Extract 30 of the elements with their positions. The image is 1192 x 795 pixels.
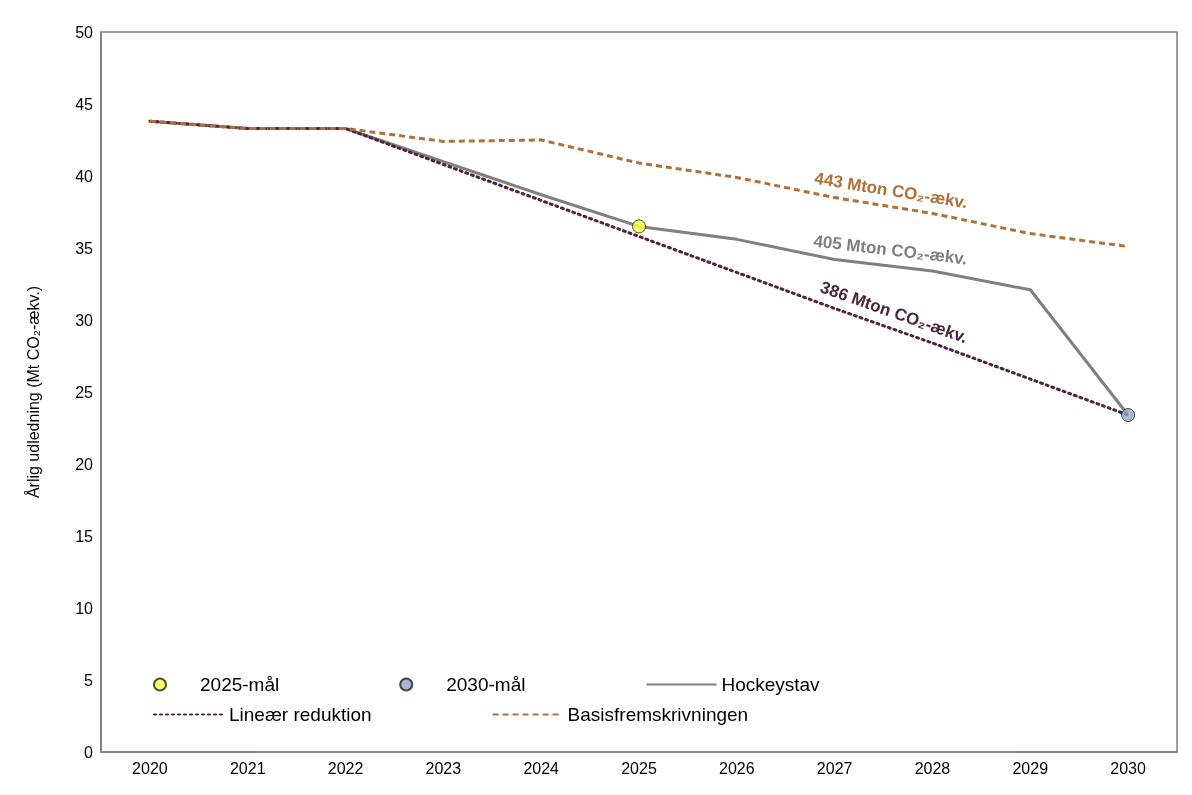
x-tick-label: 2026 bbox=[719, 759, 755, 777]
y-tick-label: 25 bbox=[75, 383, 94, 401]
y-tick-label: 20 bbox=[75, 455, 94, 473]
y-axis-title: Årlig udledning (Mt CO₂-ækv.) bbox=[23, 285, 42, 499]
x-tick-label: 2028 bbox=[914, 759, 951, 777]
y-tick-label: 15 bbox=[75, 527, 94, 545]
x-tick-label: 2022 bbox=[327, 759, 364, 777]
legend-label: Basisfremskrivningen bbox=[567, 704, 749, 725]
legend-label: Hockeystav bbox=[721, 674, 821, 695]
y-tick-label: 5 bbox=[84, 671, 94, 689]
x-tick-label: 2023 bbox=[425, 759, 462, 777]
legend-label: Lineær reduktion bbox=[229, 704, 372, 725]
x-tick-label: 2020 bbox=[132, 759, 168, 777]
y-tick-label: 45 bbox=[75, 95, 94, 113]
legend-label: 2025-mål bbox=[200, 674, 280, 695]
x-tick-label: 2027 bbox=[816, 759, 853, 777]
x-tick-label: 2029 bbox=[1012, 759, 1049, 777]
x-tick-label: 2021 bbox=[229, 759, 266, 777]
y-tick-label: 40 bbox=[75, 167, 94, 185]
x-tick-label: 2024 bbox=[523, 759, 560, 777]
x-tick-label: 2030 bbox=[1110, 759, 1146, 777]
legend-label: 2030-mål bbox=[446, 674, 526, 695]
y-tick-label: 30 bbox=[75, 311, 94, 329]
y-tick-label: 0 bbox=[84, 743, 94, 761]
y-tick-label: 50 bbox=[75, 23, 94, 41]
annotation: 405 Mton CO₂-ækv. bbox=[812, 231, 969, 269]
annotation: 443 Mton CO₂-ækv. bbox=[813, 168, 969, 213]
x-tick-label: 2025 bbox=[621, 759, 657, 777]
y-tick-label: 10 bbox=[75, 599, 94, 617]
y-tick-label: 35 bbox=[75, 239, 94, 257]
